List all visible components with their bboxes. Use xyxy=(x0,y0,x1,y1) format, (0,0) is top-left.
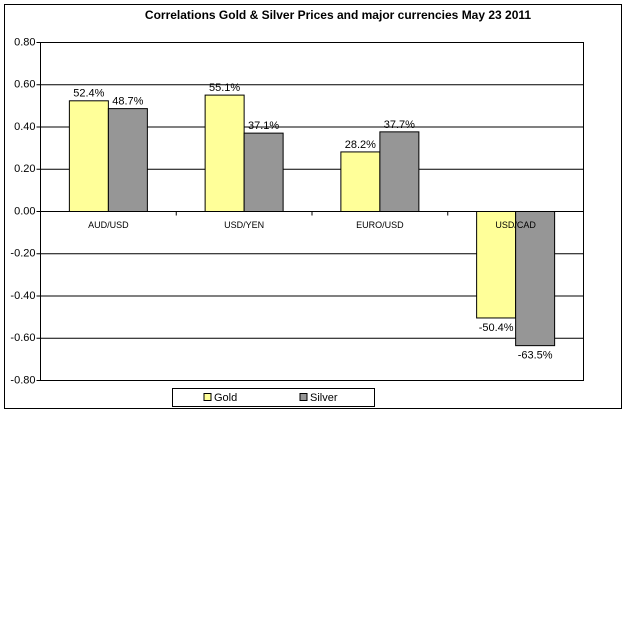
y-tick-label: 0.80 xyxy=(14,36,35,48)
x-tick-label: AUD/USD xyxy=(88,220,129,230)
bar xyxy=(515,211,556,347)
x-tick-label: USD/YEN xyxy=(224,220,264,230)
bar xyxy=(379,131,420,212)
legend-swatch xyxy=(203,393,212,401)
data-label: 48.7% xyxy=(112,96,143,108)
y-tick-label: 0.60 xyxy=(14,79,35,91)
bar xyxy=(107,108,148,212)
y-tick-label: 0.40 xyxy=(14,121,35,133)
y-tick-label: -0.20 xyxy=(10,248,35,260)
bar xyxy=(243,132,284,212)
y-tick-label: -0.80 xyxy=(10,374,35,386)
bar xyxy=(68,100,109,212)
y-tick-label: 0.00 xyxy=(14,205,35,217)
y-tick-label: 0.20 xyxy=(14,163,35,175)
data-label: -50.4% xyxy=(479,322,514,334)
legend-label: Silver xyxy=(310,392,338,404)
legend-box xyxy=(172,388,375,407)
data-label: 52.4% xyxy=(73,88,104,100)
y-tick-label: -0.60 xyxy=(10,332,35,344)
chart-title: Correlations Gold & Silver Prices and ma… xyxy=(145,8,532,22)
legend-label: Gold xyxy=(214,392,237,404)
data-label: 28.2% xyxy=(345,139,376,151)
x-tick-label: USD/CAD xyxy=(495,220,536,230)
legend-swatch xyxy=(299,393,308,401)
data-label: 37.1% xyxy=(248,120,279,132)
bar xyxy=(204,94,245,212)
y-tick-label: -0.40 xyxy=(10,290,35,302)
data-label: -63.5% xyxy=(518,350,553,362)
data-label: 37.7% xyxy=(384,119,415,131)
bar xyxy=(340,151,381,213)
x-tick-label: EURO/USD xyxy=(356,220,404,230)
data-label: 55.1% xyxy=(209,82,240,94)
bar xyxy=(476,211,517,319)
